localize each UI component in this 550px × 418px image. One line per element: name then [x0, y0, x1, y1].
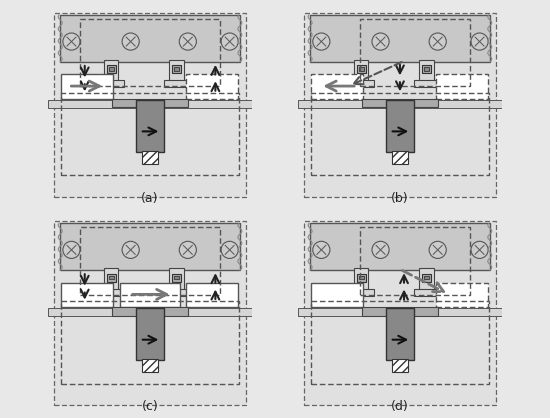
Bar: [120, 283, 180, 307]
Bar: [362, 99, 438, 107]
Bar: [360, 227, 470, 295]
Bar: [61, 93, 239, 175]
Circle shape: [429, 33, 446, 50]
Bar: [61, 74, 113, 99]
Bar: [356, 66, 366, 73]
Bar: [164, 289, 189, 296]
Bar: [311, 93, 489, 175]
Bar: [354, 268, 368, 290]
Bar: [107, 274, 116, 281]
Bar: [108, 67, 114, 71]
Bar: [104, 268, 118, 290]
Bar: [310, 15, 490, 62]
Bar: [61, 283, 113, 307]
Circle shape: [63, 241, 80, 258]
Bar: [392, 359, 408, 372]
Circle shape: [471, 241, 488, 258]
Bar: [354, 60, 368, 82]
Bar: [310, 223, 490, 270]
Bar: [172, 66, 181, 73]
Bar: [169, 268, 184, 290]
Bar: [414, 289, 439, 296]
Text: (a): (a): [141, 192, 159, 205]
Bar: [186, 283, 238, 307]
Bar: [48, 308, 252, 316]
Bar: [186, 74, 238, 99]
Bar: [60, 223, 240, 270]
Bar: [104, 60, 118, 82]
Bar: [436, 283, 488, 307]
Bar: [164, 80, 189, 87]
Circle shape: [221, 241, 238, 258]
Bar: [422, 274, 431, 281]
Bar: [311, 74, 363, 99]
Bar: [172, 274, 181, 281]
Circle shape: [179, 33, 196, 50]
Bar: [414, 80, 439, 87]
Bar: [424, 67, 429, 71]
Bar: [419, 268, 433, 290]
Circle shape: [313, 241, 330, 258]
Bar: [386, 308, 414, 360]
Bar: [174, 276, 179, 280]
Bar: [392, 151, 408, 164]
Text: (d): (d): [391, 400, 409, 413]
Bar: [136, 100, 164, 152]
Bar: [108, 276, 114, 280]
Circle shape: [122, 241, 139, 258]
Circle shape: [372, 33, 389, 50]
Bar: [356, 274, 366, 281]
Bar: [422, 66, 431, 73]
Bar: [311, 283, 363, 307]
Bar: [112, 307, 188, 316]
Bar: [107, 66, 116, 73]
Circle shape: [122, 33, 139, 50]
Circle shape: [179, 241, 196, 258]
Bar: [174, 67, 179, 71]
Bar: [60, 15, 240, 62]
Bar: [360, 19, 470, 87]
Bar: [349, 80, 374, 87]
Bar: [142, 359, 158, 372]
Bar: [80, 227, 221, 295]
Bar: [362, 307, 438, 316]
Bar: [61, 301, 239, 384]
Circle shape: [429, 241, 446, 258]
Bar: [436, 74, 488, 99]
Bar: [169, 60, 184, 82]
Bar: [98, 289, 124, 296]
Bar: [349, 289, 374, 296]
Bar: [419, 60, 433, 82]
Bar: [359, 67, 364, 71]
Bar: [142, 151, 158, 164]
Bar: [311, 301, 489, 384]
Circle shape: [63, 33, 80, 50]
Bar: [298, 308, 502, 316]
Text: (b): (b): [391, 192, 409, 205]
Bar: [48, 100, 252, 107]
Bar: [98, 80, 124, 87]
Text: (c): (c): [142, 400, 158, 413]
Circle shape: [372, 241, 389, 258]
Bar: [80, 19, 221, 87]
Bar: [112, 99, 188, 107]
Circle shape: [313, 33, 330, 50]
Circle shape: [221, 33, 238, 50]
Bar: [298, 100, 502, 107]
Bar: [359, 276, 364, 280]
Circle shape: [471, 33, 488, 50]
Bar: [424, 276, 429, 280]
Bar: [386, 100, 414, 152]
Bar: [136, 308, 164, 360]
